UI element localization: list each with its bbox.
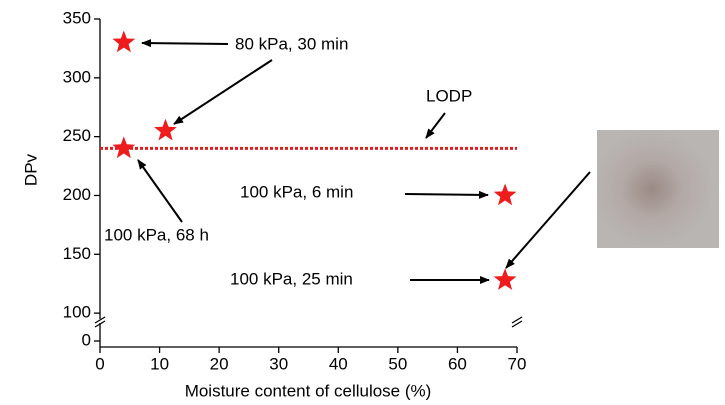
data-point	[493, 268, 517, 290]
x-tick-label: 30	[269, 354, 288, 373]
sample-photo	[597, 130, 719, 248]
axis-break	[511, 316, 523, 324]
x-tick-label: 40	[329, 354, 348, 373]
arrow	[137, 159, 183, 223]
x-tick-label: 20	[210, 354, 229, 373]
y-tick-label: 250	[63, 126, 91, 145]
y-tick-label: 0	[82, 330, 91, 349]
x-axis-label: Moisture content of cellulose (%)	[185, 381, 432, 400]
axis-break	[94, 320, 106, 328]
x-tick-label: 60	[448, 354, 467, 373]
x-tick-label: 50	[388, 354, 407, 373]
annotation: 100 kPa, 6 min	[240, 182, 353, 201]
axis-break	[94, 316, 106, 324]
y-tick-label: 200	[63, 185, 91, 204]
data-point	[154, 118, 177, 141]
y-tick-label: 350	[63, 8, 91, 27]
x-tick-label: 70	[508, 354, 527, 373]
arrow	[505, 171, 591, 269]
data-point	[493, 183, 517, 206]
annotation: 100 kPa, 25 min	[230, 269, 353, 288]
annotation: LODP	[426, 86, 472, 105]
y-tick-label: 100	[63, 303, 91, 322]
data-point	[112, 136, 136, 159]
data-point	[112, 30, 136, 53]
y-axis-label: DPv	[21, 153, 40, 186]
x-tick-label: 10	[150, 354, 169, 373]
y-tick-label: 300	[63, 67, 91, 86]
arrow	[425, 112, 446, 139]
arrow	[141, 39, 229, 48]
annotation: 80 kPa, 30 min	[235, 34, 348, 53]
annotation: 100 kPa, 68 h	[104, 225, 209, 244]
x-tick-label: 0	[95, 354, 104, 373]
y-tick-label: 150	[63, 244, 91, 263]
arrow	[404, 190, 489, 199]
arrow	[173, 59, 273, 125]
axis-break	[511, 320, 523, 328]
